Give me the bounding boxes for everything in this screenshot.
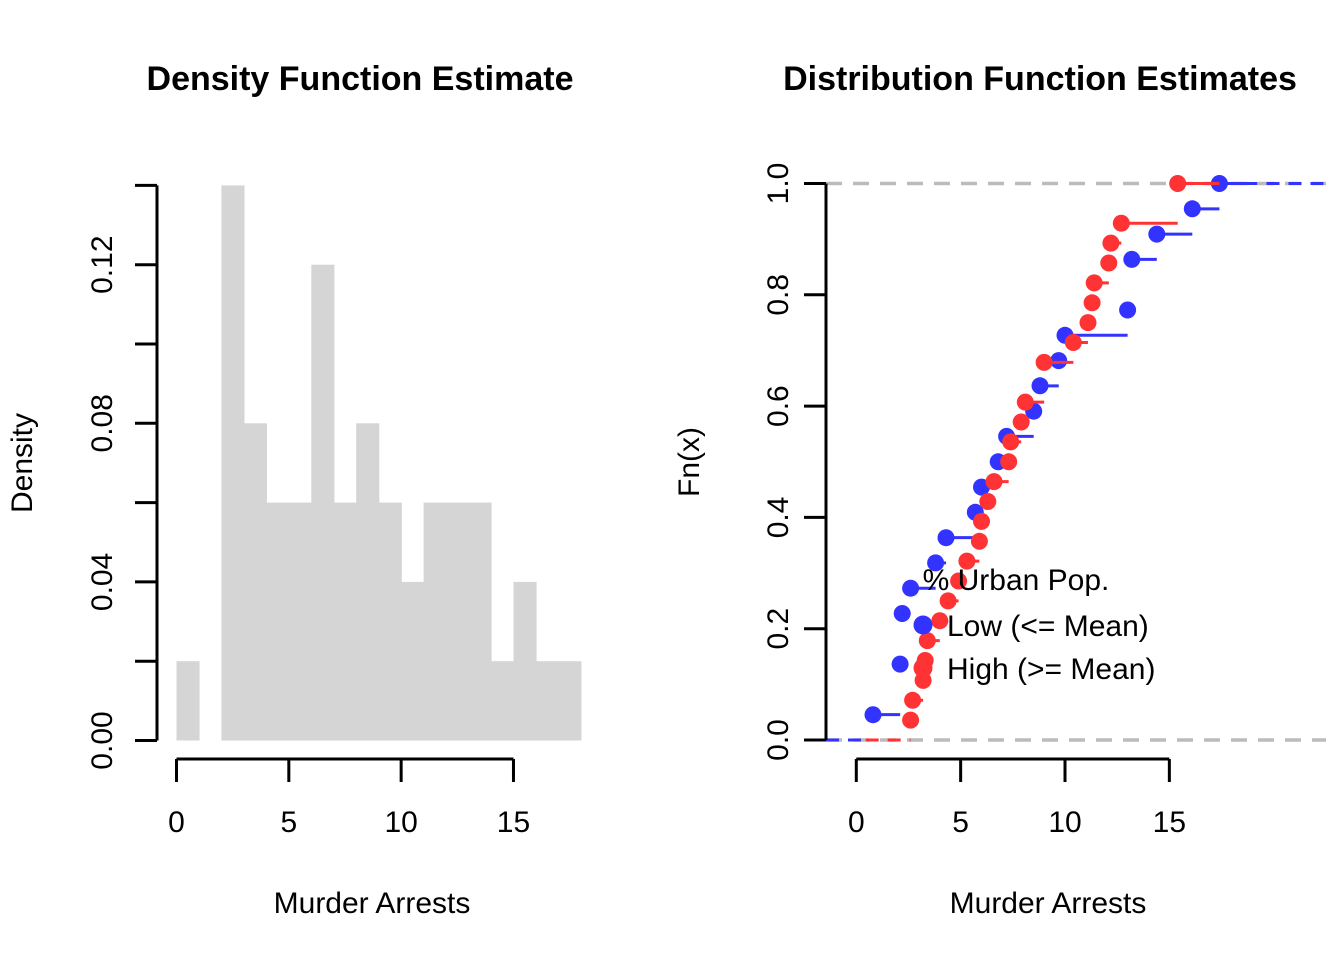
y-tick-label: 0.4 [762, 497, 795, 539]
histogram-bars [176, 185, 582, 741]
ecdf-series-high [865, 175, 1220, 742]
ecdf-series-low [826, 175, 1326, 742]
histogram-bar [311, 264, 335, 741]
histogram-bar [243, 423, 267, 741]
left-x-axis: 0 5 10 15 [168, 757, 530, 839]
histogram-bar [266, 502, 290, 741]
ecdf-point [1102, 234, 1120, 252]
ecdf-point [1148, 225, 1166, 243]
legend-label-high: High (>= Mean) [947, 653, 1155, 686]
ecdf-point [1085, 274, 1103, 292]
left-plot-title: Density Function Estimate [147, 60, 574, 98]
ecdf-point [931, 612, 949, 630]
ecdf-point [1031, 377, 1049, 395]
ecdf-point [918, 632, 936, 650]
histogram-bar [468, 502, 492, 741]
right-x-axis: 0 5 10 15 [848, 757, 1186, 839]
x-tick-label: 10 [1048, 806, 1081, 839]
right-plot-title: Distribution Function Estimates [783, 60, 1297, 98]
left-x-axis-label: Murder Arrests [274, 887, 471, 920]
density-plot: 0.00 0.04 0.08 0.12 0 5 10 15 Density Function… [6, 60, 582, 920]
ecdf-point [902, 579, 920, 597]
histogram-bar [446, 502, 470, 741]
y-tick-label: 0.08 [86, 394, 119, 452]
histogram-bar [401, 581, 425, 741]
ecdf-point [1100, 254, 1118, 272]
ecdf-point [1083, 294, 1101, 312]
ecdf-point [1183, 200, 1201, 218]
ecdf-point [937, 529, 955, 547]
legend: % Urban Pop. Low (<= Mean) High (>= Mean… [913, 564, 1155, 686]
histogram-bar [333, 502, 357, 741]
ecdf-point [1000, 453, 1018, 471]
histogram-bar [513, 581, 537, 741]
ecdf-point [864, 706, 882, 724]
ecdf-point [1035, 353, 1053, 371]
ecdf-point [985, 473, 1003, 491]
histogram-bar [535, 661, 559, 741]
y-tick-label: 0.00 [86, 711, 119, 769]
right-y-axis: 0.0 0.2 0.4 0.6 0.8 1.0 [762, 163, 828, 761]
legend-dot-low [913, 615, 933, 635]
y-tick-label: 1.0 [762, 163, 795, 205]
ecdf-point [1079, 314, 1097, 332]
ecdf-point [958, 552, 976, 570]
histogram-bar [356, 423, 380, 741]
ecdf-point [1123, 250, 1141, 268]
ecdf-point [970, 532, 988, 550]
ecdf-point [939, 592, 957, 610]
ecdf-point [927, 554, 945, 572]
left-y-axis-label: Density [6, 413, 39, 513]
x-tick-label: 15 [497, 806, 530, 839]
legend-dot-high [913, 658, 933, 678]
histogram-bar [378, 502, 402, 741]
ecdf-point [893, 605, 911, 622]
histogram-bar [288, 502, 312, 741]
ecdf-point [950, 572, 968, 590]
x-tick-label: 15 [1153, 806, 1186, 839]
y-tick-label: 0.12 [86, 236, 119, 294]
y-tick-label: 0.6 [762, 385, 795, 427]
ecdf-point [1050, 352, 1068, 370]
x-tick-label: 5 [280, 806, 297, 839]
ecdf-point [891, 655, 909, 673]
legend-title: % Urban Pop. [923, 564, 1110, 597]
ecdf-point [1002, 433, 1020, 451]
y-tick-label: 0.04 [86, 553, 119, 611]
histogram-bar [491, 661, 515, 741]
right-y-axis-label: Fn(x) [673, 427, 706, 497]
right-x-axis-label: Murder Arrests [950, 887, 1147, 920]
y-tick-label: 0.2 [762, 608, 795, 650]
ecdf-point [1064, 334, 1082, 351]
distribution-plot: 0.0 0.2 0.4 0.6 0.8 1.0 0 5 10 15 Distribution F… [673, 60, 1326, 920]
histogram-bar [221, 185, 245, 741]
y-tick-label: 0.8 [762, 274, 795, 316]
x-tick-label: 0 [848, 806, 865, 839]
ecdf-point [1119, 301, 1137, 319]
x-tick-label: 5 [952, 806, 969, 839]
ecdf-point [1016, 393, 1034, 411]
ecdf-series [826, 175, 1326, 742]
ecdf-point [1112, 214, 1130, 232]
ecdf-point [902, 711, 920, 729]
ecdf-point [1169, 175, 1187, 192]
left-y-axis: 0.00 0.04 0.08 0.12 [86, 183, 159, 770]
histogram-bar [176, 661, 200, 741]
ecdf-point [979, 493, 997, 510]
histogram-bar [423, 502, 447, 741]
ecdf-point [1012, 413, 1030, 431]
legend-label-low: Low (<= Mean) [947, 610, 1149, 643]
x-tick-label: 10 [384, 806, 417, 839]
ecdf-point [904, 691, 922, 709]
histogram-bar [558, 661, 582, 741]
y-tick-label: 0.0 [762, 719, 795, 761]
x-tick-label: 0 [168, 806, 185, 839]
ecdf-point [973, 512, 990, 530]
